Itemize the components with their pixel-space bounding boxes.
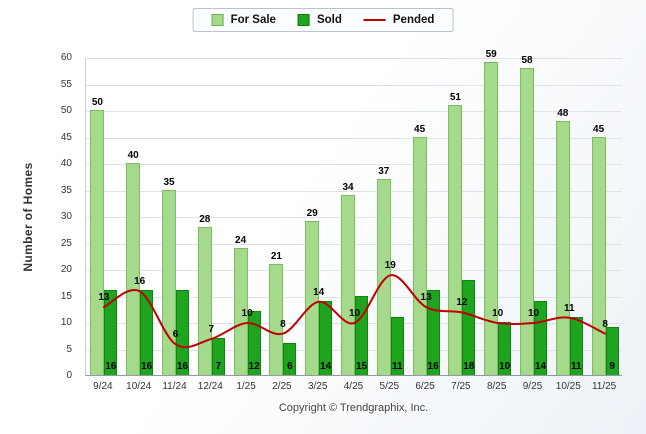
- sold-bar: [283, 343, 297, 375]
- legend: For Sale Sold Pended: [192, 8, 454, 32]
- for-sale-bar: [197, 226, 212, 375]
- sold-bar: [140, 290, 154, 375]
- legend-label-sold: Sold: [316, 14, 342, 26]
- y-tick-label: 20: [60, 264, 72, 275]
- for-sale-bar: [341, 194, 355, 375]
- x-tick-label: 2/25: [272, 381, 292, 392]
- sold-swatch-icon: [297, 14, 310, 26]
- y-tick-label: 5: [66, 343, 72, 355]
- legend-item-pended: Pended: [363, 14, 435, 26]
- legend-label-pended: Pended: [392, 14, 435, 26]
- y-tick-label: 35: [60, 184, 72, 196]
- x-tick-label: 7/25: [451, 381, 471, 392]
- for-sale-bar: [555, 120, 570, 375]
- x-tick-label: 9/25: [522, 381, 543, 392]
- y-tick-label: 55: [60, 78, 72, 90]
- for-sale-bar: [90, 110, 105, 375]
- bars-layer: [86, 58, 622, 375]
- for-sale-bar: [591, 136, 606, 375]
- x-tick-label: 11/24: [162, 381, 187, 392]
- y-tick-label: 10: [60, 317, 72, 328]
- gridline: [86, 58, 622, 59]
- sold-bar: [534, 300, 547, 375]
- for-sale-bar: [520, 67, 534, 375]
- x-tick-label: 3/25: [307, 381, 328, 392]
- y-tick-label: 40: [60, 158, 72, 169]
- x-tick-label: 6/25: [415, 381, 435, 392]
- x-tick-label: 1/25: [236, 381, 256, 392]
- sold-bar: [605, 327, 619, 375]
- pended-line-svg: [102, 274, 607, 349]
- for-sale-swatch-icon: [211, 14, 224, 26]
- pended-line-icon: [363, 19, 386, 21]
- for-sale-bar: [269, 263, 284, 375]
- sold-bar: [247, 311, 261, 375]
- gridline: [86, 111, 622, 112]
- x-tick-label: 10/24: [126, 381, 152, 392]
- sold-bar: [462, 279, 476, 375]
- for-sale-bar: [233, 247, 248, 375]
- plot-area: 50 16 13 40 16 16 35 16 6 28 7 7 24 12 10 21 6 8 29 14 14 34 1…: [85, 49, 622, 376]
- y-axis-ticks: 0 5 10 15 20 25 30 35 40 45 50 55 60: [0, 52, 78, 381]
- sold-bar: [211, 337, 225, 375]
- y-tick-label: 25: [60, 237, 72, 249]
- x-axis-labels: 9/24 10/24 11/24 12/24 1/25 2/25 3/25 4/25 5/25 6…: [85, 381, 622, 395]
- sold-bar: [498, 322, 512, 375]
- gridline: [86, 84, 622, 86]
- y-tick-label: 0: [66, 370, 72, 381]
- sold-bar: [569, 316, 583, 375]
- for-sale-bar: [376, 178, 391, 375]
- sold-bar: [426, 290, 440, 375]
- sold-bar: [390, 316, 404, 375]
- legend-item-for-sale: For Sale: [211, 14, 276, 26]
- y-tick-label: 50: [60, 105, 72, 116]
- sold-bar: [176, 290, 189, 375]
- for-sale-bar: [484, 62, 499, 375]
- copyright-text: Copyright © Trendgraphix, Inc.: [278, 402, 429, 414]
- x-tick-label: 10/25: [555, 381, 581, 392]
- gridline: [86, 164, 622, 165]
- y-tick-label: 15: [60, 290, 72, 302]
- for-sale-bar: [448, 104, 463, 375]
- gridline: [86, 137, 622, 139]
- x-tick-label: 8/25: [486, 381, 507, 392]
- x-tick-label: 5/25: [379, 381, 400, 392]
- x-tick-label: 11/25: [591, 381, 617, 392]
- y-tick-label: 60: [60, 52, 72, 63]
- sold-bar: [319, 300, 333, 375]
- y-tick-label: 45: [60, 131, 72, 143]
- legend-label-for-sale: For Sale: [230, 14, 276, 26]
- for-sale-bar: [126, 163, 141, 375]
- for-sale-bar: [162, 189, 176, 375]
- x-tick-label: 12/24: [197, 381, 223, 392]
- sold-bar: [355, 295, 368, 375]
- for-sale-bar: [412, 136, 427, 375]
- gridline: [86, 190, 622, 192]
- pended-line-path: [102, 274, 607, 349]
- x-tick-label: 4/25: [343, 381, 364, 392]
- legend-item-sold: Sold: [297, 14, 342, 26]
- for-sale-bar: [305, 221, 320, 375]
- y-tick-label: 30: [60, 211, 72, 222]
- x-tick-label: 9/24: [93, 381, 113, 392]
- sold-bar: [104, 290, 118, 375]
